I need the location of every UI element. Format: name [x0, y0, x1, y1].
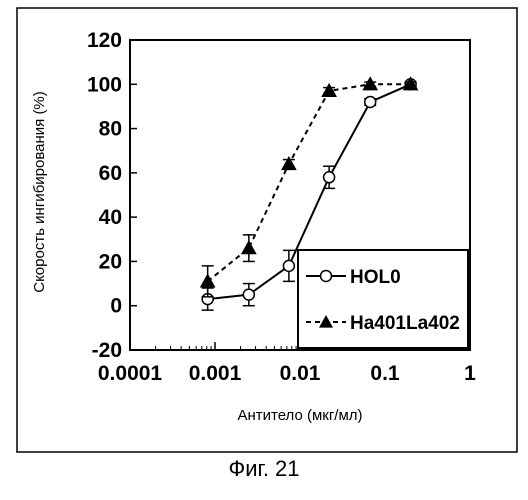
y-tick-label: 60: [99, 162, 122, 185]
data-point: [324, 172, 335, 183]
data-point: [363, 77, 377, 90]
x-tick-label: 0.01: [280, 362, 321, 385]
legend-swatch-marker: [321, 271, 332, 282]
y-tick-label: 80: [99, 118, 122, 141]
x-axis-label: Антитело (мкг/мл): [237, 407, 362, 424]
legend-label: HOL0: [350, 267, 401, 288]
data-point: [242, 241, 256, 254]
legend-label: Ha401La402: [350, 313, 460, 334]
y-tick-label: 40: [99, 206, 122, 229]
y-tick-label: -20: [92, 339, 122, 362]
svg-text:Скорость ингибирования (%): Скорость ингибирования (%): [31, 91, 48, 293]
y-tick-label: 0: [110, 295, 122, 318]
data-point: [243, 289, 254, 300]
y-tick-label: 100: [87, 73, 122, 96]
y-tick-label: 20: [99, 250, 122, 273]
data-point: [201, 274, 215, 287]
x-tick-label: 0.001: [189, 362, 242, 385]
figure-caption: Фиг. 21: [0, 456, 528, 482]
legend: HOL0 Ha401La402: [298, 250, 468, 348]
data-point: [283, 260, 294, 271]
y-axis-label: Скорость ингибирования (%): [31, 91, 48, 293]
y-tick-label: 120: [87, 29, 122, 52]
x-tick-label: 1: [464, 362, 476, 385]
chart: Скорость ингибирования (%) Антитело (мкг…: [0, 0, 528, 456]
x-tick-label: 0.1: [370, 362, 400, 385]
x-tick-label: 0.0001: [98, 362, 163, 385]
data-point: [365, 97, 376, 108]
